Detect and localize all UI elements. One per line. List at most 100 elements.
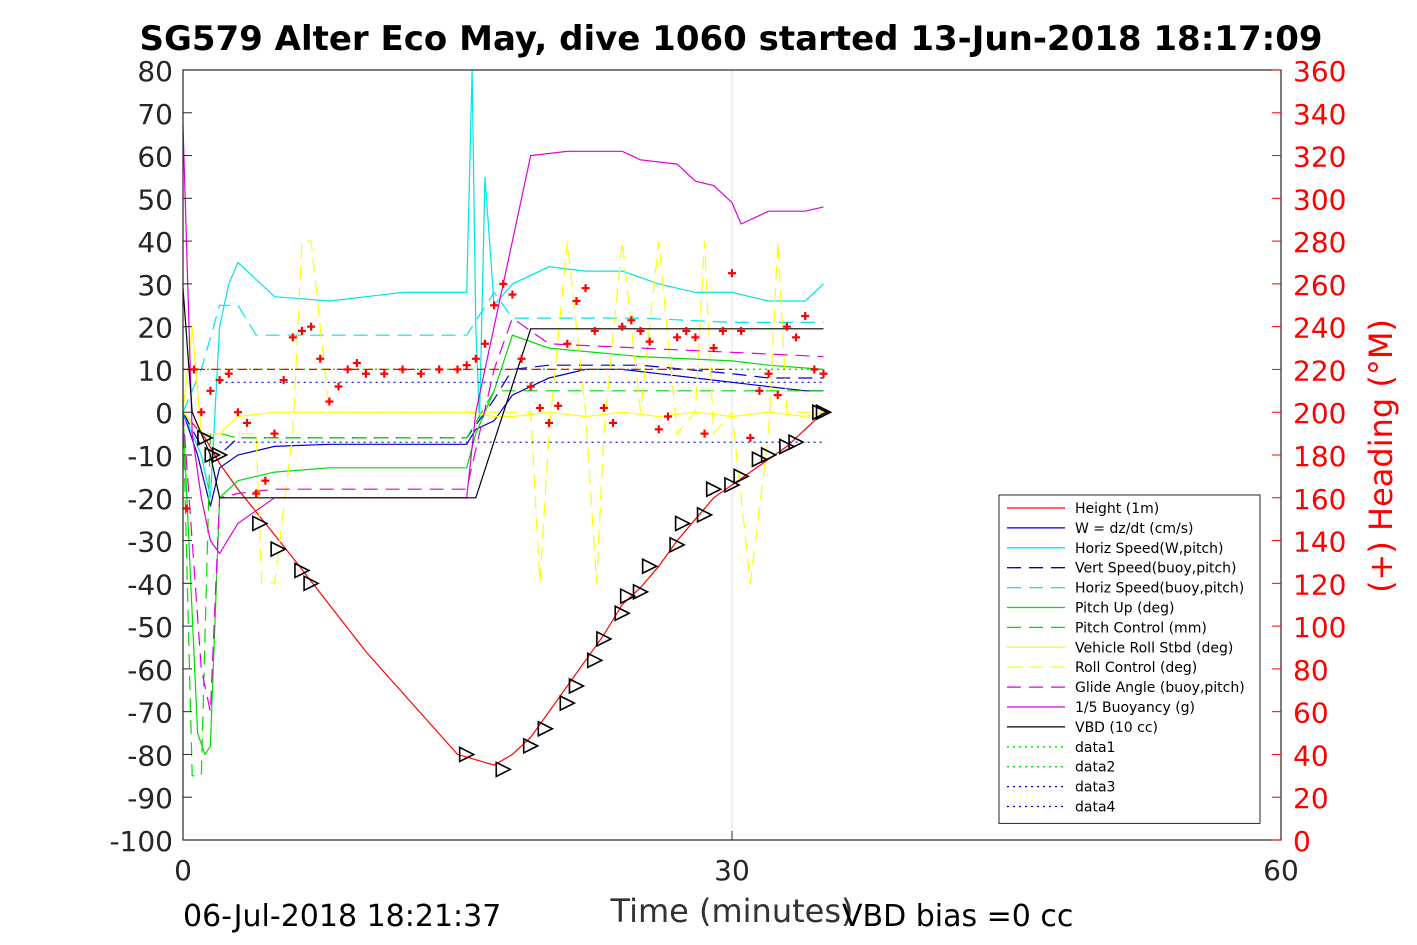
triangle-marker [674, 515, 692, 532]
right-tick-label: 20 [1293, 782, 1329, 815]
left-tick-labels: 80 70 60 50 40 30 20 10 0 -10 -20 -30 -40 -50 -60 -70 -8… [109, 55, 173, 858]
heading-point [773, 391, 782, 400]
right-tick-label: 160 [1293, 483, 1346, 516]
triangle-marker [495, 761, 513, 778]
heading-point [755, 386, 764, 395]
left-tick-label: 40 [137, 226, 173, 259]
left-tick-label: -40 [127, 568, 173, 601]
heading-point [627, 316, 636, 325]
triangle-marker [812, 403, 829, 421]
triangle-marker [197, 429, 214, 447]
heading-point [782, 322, 791, 331]
footer-timestamp: 06-Jul-2018 18:21:37 [183, 899, 502, 934]
heading-point [535, 403, 544, 412]
x-tick-label: 30 [714, 854, 750, 887]
heading-point [480, 339, 489, 348]
right-tick-label: 120 [1293, 568, 1346, 601]
triangle-marker [751, 450, 769, 468]
heading-point [252, 489, 261, 498]
heading-point [508, 290, 517, 299]
triangle-marker [669, 536, 686, 554]
heading-point [801, 311, 810, 320]
legend-label: Roll Control (deg) [1075, 660, 1197, 676]
left-tick-label: -100 [109, 825, 173, 858]
heading-point [224, 369, 233, 378]
series-line-pitch-control-mm [182, 390, 824, 777]
heading-point [215, 376, 224, 385]
heading-point [197, 408, 206, 417]
legend: Height (1m) W = dz/dt (cm/s) Horiz Speed(W… [998, 494, 1261, 824]
legend-label: Horiz Speed(buoy,pitch) [1075, 581, 1244, 597]
right-tick-label: 340 [1293, 98, 1346, 131]
heading-point [316, 354, 325, 363]
heading-point [663, 412, 672, 421]
left-tick-label: -20 [127, 483, 173, 516]
triangle-marker [568, 677, 586, 695]
x-tick-label: 60 [1263, 854, 1299, 887]
legend-label: Glide Angle (buoy,pitch) [1075, 680, 1245, 696]
heading-point [334, 382, 343, 391]
x-axis-label: Time (minutes) [610, 892, 854, 930]
heading-point [416, 369, 425, 378]
heading-point [499, 279, 508, 288]
left-tick-label: 0 [155, 397, 173, 430]
heading-point [398, 365, 407, 374]
heading-point [609, 418, 618, 427]
triangle-marker [788, 433, 805, 451]
heading-point [764, 369, 773, 378]
x-tick-labels: 0 30 60 [174, 854, 1299, 887]
heading-point [599, 403, 608, 412]
heading-point [618, 322, 627, 331]
legend-label: data3 [1075, 780, 1115, 796]
triangle-marker [303, 575, 320, 592]
series-line-roll-control-deg [182, 240, 824, 584]
triangle-marker [211, 446, 229, 464]
left-tick-label: 60 [137, 141, 173, 174]
heading-point [718, 326, 727, 335]
heading-point [243, 418, 252, 427]
series-line-height-1m [182, 411, 824, 766]
right-tick-label: 320 [1293, 141, 1346, 174]
triangle-marker [522, 737, 540, 755]
legend-label: data4 [1075, 800, 1116, 816]
right-tick-label: 140 [1293, 526, 1346, 559]
heading-point [590, 326, 599, 335]
triangle-marker [294, 562, 311, 579]
right-tick-labels: 3603403203002802602402202001801601401201… [1293, 55, 1346, 858]
legend-label: Vert Speed(buoy,pitch) [1075, 561, 1237, 577]
axes [182, 69, 1282, 841]
left-tick-label: -70 [127, 697, 173, 730]
heading-point [700, 429, 709, 438]
right-tick-label: 60 [1293, 697, 1329, 730]
triangle-marker [696, 506, 714, 524]
heading-point [792, 333, 801, 342]
left-tick-label: 50 [137, 183, 173, 216]
heading-point [645, 337, 654, 346]
heading-point [307, 322, 316, 331]
right-tick-label: 280 [1293, 226, 1346, 259]
triangle-marker [252, 515, 269, 532]
triangle-marker [733, 468, 750, 485]
left-tick-label: -30 [127, 526, 173, 559]
heading-point [462, 361, 471, 370]
heading-point [261, 476, 270, 485]
series-line-w-dz-dt-cm-s [182, 368, 824, 507]
heading-point [810, 365, 819, 374]
heading-point [728, 269, 736, 278]
legend-label: Vehicle Roll Stbd (deg) [1075, 640, 1233, 656]
legend-label: data1 [1075, 740, 1115, 756]
legend-label: Height (1m) [1075, 501, 1159, 517]
heading-point [654, 425, 663, 434]
triangle-marker [619, 587, 637, 605]
left-tick-label: -50 [127, 611, 173, 644]
legend-label: data2 [1075, 760, 1115, 776]
series-layer [182, 69, 824, 777]
heading-point [526, 382, 535, 391]
chart-title: SG579 Alter Eco May, dive 1060 started 1… [139, 19, 1322, 59]
heading-point [682, 326, 691, 335]
right-tick-label: 260 [1293, 269, 1346, 302]
series-line-1-5-buoyancy-g [182, 125, 824, 555]
heading-point [270, 429, 279, 438]
triangle-marker [705, 480, 723, 498]
